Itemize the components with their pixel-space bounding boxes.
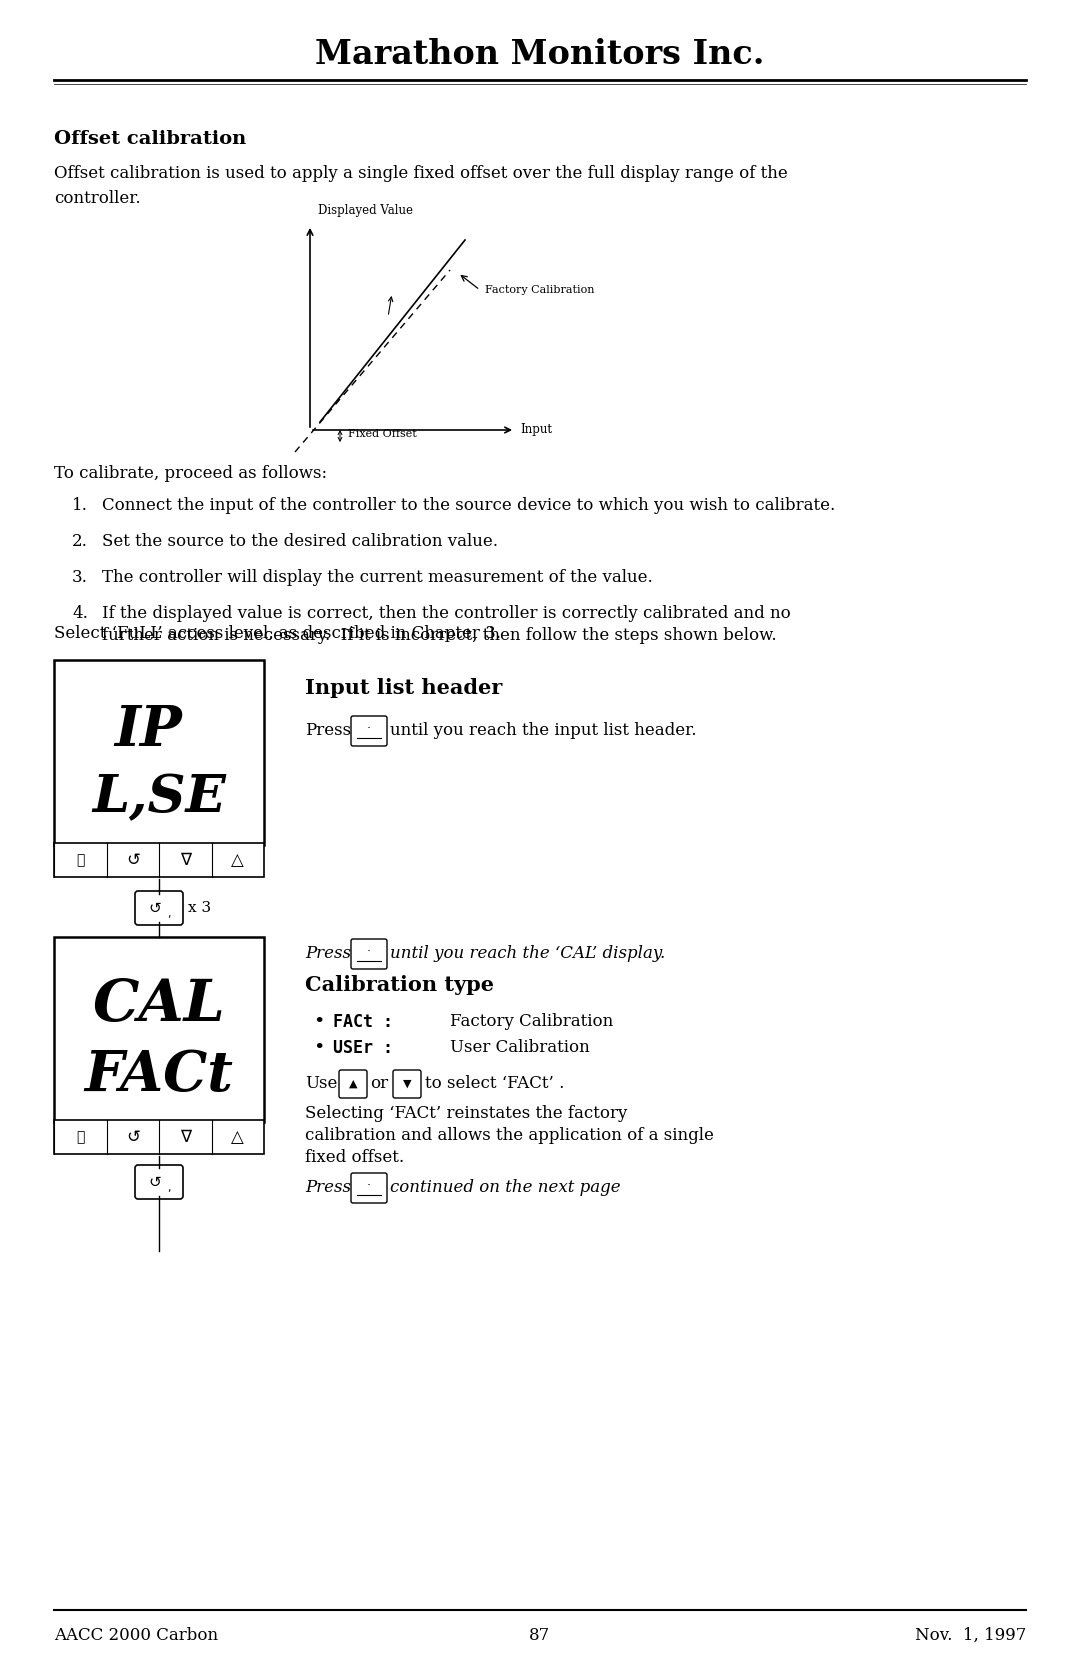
Text: Marathon Monitors Inc.: Marathon Monitors Inc.	[315, 38, 765, 72]
Text: FACt: FACt	[84, 1048, 233, 1103]
Text: fixed offset.: fixed offset.	[305, 1148, 404, 1167]
Text: continued on the next page: continued on the next page	[390, 1178, 621, 1197]
Text: Press: Press	[305, 945, 351, 961]
Text: or: or	[370, 1075, 388, 1092]
Text: Input: Input	[519, 424, 552, 437]
Text: ∇: ∇	[179, 851, 191, 870]
Text: until you reach the ‘CAL’ display.: until you reach the ‘CAL’ display.	[390, 945, 665, 961]
Text: User Calibration: User Calibration	[450, 1040, 590, 1056]
Text: Press: Press	[305, 723, 351, 739]
Text: Selecting ‘FACt’ reinstates the factory: Selecting ‘FACt’ reinstates the factory	[305, 1105, 627, 1122]
Text: Set the source to the desired calibration value.: Set the source to the desired calibratio…	[102, 532, 498, 551]
Bar	[54, 659, 264, 845]
Text: Fixed Offset: Fixed Offset	[348, 429, 417, 439]
Bar	[54, 1120, 264, 1153]
Text: ,: ,	[167, 1183, 171, 1193]
Text: calibration and allows the application of a single: calibration and allows the application o…	[305, 1127, 714, 1143]
Text: Use: Use	[305, 1075, 337, 1092]
Text: ∇: ∇	[179, 1128, 191, 1147]
Text: CAL: CAL	[93, 976, 226, 1033]
Text: Connect the input of the controller to the source device to which you wish to ca: Connect the input of the controller to t…	[102, 497, 835, 514]
FancyBboxPatch shape	[351, 716, 387, 746]
Text: Input list header: Input list header	[305, 678, 502, 698]
Text: controller.: controller.	[54, 190, 140, 207]
Text: △: △	[231, 851, 244, 870]
Text: x 3: x 3	[188, 901, 211, 915]
Text: ↺: ↺	[125, 1128, 139, 1147]
Text: 2.: 2.	[72, 532, 87, 551]
Text: ▲: ▲	[349, 1078, 357, 1088]
Text: ,: ,	[167, 910, 171, 920]
FancyBboxPatch shape	[135, 891, 183, 925]
FancyBboxPatch shape	[351, 1173, 387, 1203]
Text: AACC 2000 Carbon: AACC 2000 Carbon	[54, 1627, 218, 1644]
Text: 4.: 4.	[72, 604, 87, 623]
Text: Displayed Value: Displayed Value	[318, 204, 413, 217]
Text: 87: 87	[529, 1627, 551, 1644]
Text: The controller will display the current measurement of the value.: The controller will display the current …	[102, 569, 652, 586]
Text: If the displayed value is correct, then the controller is correctly calibrated a: If the displayed value is correct, then …	[102, 604, 791, 623]
Text: Factory Calibration: Factory Calibration	[450, 1013, 613, 1030]
FancyBboxPatch shape	[393, 1070, 421, 1098]
Text: ↺: ↺	[149, 1175, 161, 1190]
Text: △: △	[231, 1128, 244, 1147]
Text: •: •	[313, 1013, 324, 1031]
Text: •: •	[313, 1040, 324, 1056]
Text: ·: ·	[367, 1180, 372, 1192]
Text: Offset calibration is used to apply a single fixed offset over the full display : Offset calibration is used to apply a si…	[54, 165, 787, 182]
Text: to select ‘FACt’ .: to select ‘FACt’ .	[426, 1075, 565, 1092]
Text: IP: IP	[114, 703, 183, 758]
Text: Select ‘FuLL’ access level, as described in Chapter 3.: Select ‘FuLL’ access level, as described…	[54, 624, 501, 643]
Text: Offset calibration: Offset calibration	[54, 130, 246, 149]
Text: Factory Calibration: Factory Calibration	[485, 285, 594, 295]
FancyBboxPatch shape	[339, 1070, 367, 1098]
Text: USEr :: USEr :	[333, 1040, 393, 1056]
Text: ▼: ▼	[403, 1078, 411, 1088]
Text: Nov.  1, 1997: Nov. 1, 1997	[915, 1627, 1026, 1644]
Text: To calibrate, proceed as follows:: To calibrate, proceed as follows:	[54, 466, 327, 482]
FancyBboxPatch shape	[135, 1165, 183, 1198]
Text: Press: Press	[305, 1178, 351, 1197]
Text: Calibration type: Calibration type	[305, 975, 494, 995]
Text: 3.: 3.	[72, 569, 87, 586]
Text: 🗋: 🗋	[76, 1130, 84, 1143]
Bar	[54, 936, 264, 1122]
FancyBboxPatch shape	[351, 940, 387, 970]
Bar	[54, 843, 264, 876]
Text: 1.: 1.	[72, 497, 87, 514]
Text: until you reach the input list header.: until you reach the input list header.	[390, 723, 697, 739]
Text: ·: ·	[367, 946, 372, 958]
Text: further action is necessary.  If it is incorrect, then follow the steps shown be: further action is necessary. If it is in…	[102, 628, 777, 644]
Text: ↺: ↺	[125, 851, 139, 870]
Text: FACt :: FACt :	[333, 1013, 393, 1031]
Text: 🗋: 🗋	[76, 853, 84, 866]
Text: L,SE: L,SE	[92, 773, 226, 823]
Text: ↺: ↺	[149, 901, 161, 916]
Text: ·: ·	[367, 723, 372, 736]
